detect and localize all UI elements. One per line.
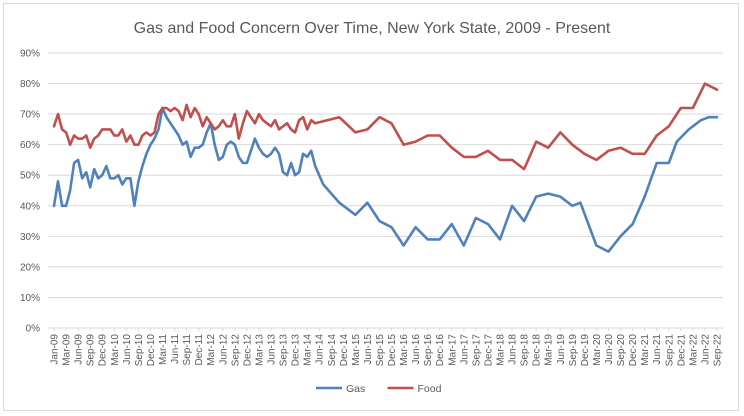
y-tick-label: 70% <box>20 110 40 121</box>
x-tick-label: Dec-20 <box>628 334 639 367</box>
x-tick-label: Jun-21 <box>652 334 663 365</box>
x-tick-label: Dec-21 <box>676 334 687 367</box>
x-tick-label: Sep-16 <box>423 334 434 367</box>
x-tick-label: Dec-15 <box>387 334 398 367</box>
x-tick-label: Mar-19 <box>544 334 555 366</box>
x-tick-label: Dec-11 <box>194 334 205 366</box>
x-tick-label: Jan-09 <box>50 334 61 365</box>
x-tick-label: Dec-14 <box>339 334 350 367</box>
x-tick-label: Dec-09 <box>98 334 109 367</box>
y-tick-label: 20% <box>20 262 40 273</box>
y-tick-label: 40% <box>20 201 40 212</box>
series-line-gas <box>52 106 719 253</box>
series-lines <box>52 82 719 253</box>
x-tick-label: Mar-18 <box>496 334 507 366</box>
x-tick-label: Mar-11 <box>158 334 169 365</box>
x-tick-label: Jun-15 <box>363 334 374 365</box>
x-tick-label: Mar-09 <box>62 334 73 366</box>
x-tick-label: Mar-20 <box>592 334 603 366</box>
x-tick-label: Dec-18 <box>532 334 543 367</box>
y-tick-label: 60% <box>20 140 40 151</box>
legend-label-gas: Gas <box>346 383 365 395</box>
x-tick-label: Jun-12 <box>218 334 229 365</box>
x-tick-label: Mar-21 <box>640 334 651 366</box>
y-tick-label: 90% <box>20 49 40 60</box>
x-axis-ticks: Jan-09 Mar-09 Jun-09 Sep-09 Dec-09 Mar-10 Jun-… <box>50 328 723 367</box>
y-tick-label: 50% <box>20 171 40 182</box>
chart-title: Gas and Food Concern Over Time, New York… <box>134 20 611 37</box>
x-tick-label: Mar-17 <box>447 334 458 366</box>
y-tick-label: 0% <box>26 324 41 335</box>
legend-label-food: Food <box>418 383 442 395</box>
x-tick-label: Dec-13 <box>291 334 302 367</box>
x-tick-label: Sep-21 <box>664 334 675 367</box>
x-tick-label: Mar-22 <box>688 334 699 366</box>
series-line-food <box>52 82 719 171</box>
x-tick-label: Jun-16 <box>411 334 422 365</box>
y-axis-ticks: 0% 10% 20% 30% 40% 50% 60% 70% 80% 90% <box>20 49 40 335</box>
x-tick-label: Dec-10 <box>146 334 157 367</box>
x-tick-label: Jun-20 <box>604 334 615 365</box>
x-tick-label: Jun-13 <box>266 334 277 365</box>
x-tick-label: Mar-13 <box>254 334 265 366</box>
legend: Gas Food <box>316 383 442 395</box>
x-tick-label: Dec-16 <box>435 334 446 367</box>
x-tick-label: Mar-15 <box>351 334 362 366</box>
x-tick-label: Mar-14 <box>303 334 314 366</box>
x-tick-label: Mar-16 <box>399 334 410 366</box>
x-tick-label: Sep-09 <box>86 334 97 367</box>
y-tick-label: 80% <box>20 79 40 90</box>
x-tick-label: Sep-19 <box>568 334 579 367</box>
x-tick-label: Dec-17 <box>483 334 494 367</box>
x-tick-label: Sep-22 <box>712 334 723 367</box>
x-tick-label: Jun-17 <box>459 334 470 365</box>
y-tick-label: 10% <box>20 293 40 304</box>
x-tick-label: Jun-09 <box>74 334 85 365</box>
x-tick-label: Sep-14 <box>327 334 338 367</box>
x-tick-label: Sep-17 <box>471 334 482 367</box>
y-tick-label: 30% <box>20 232 40 243</box>
x-tick-label: Sep-15 <box>375 334 386 367</box>
gridlines <box>48 52 723 329</box>
x-tick-label: Jun-18 <box>508 334 519 365</box>
x-tick-label: Jun-10 <box>122 334 133 365</box>
x-tick-label: Jun-19 <box>556 334 567 365</box>
x-tick-label: Jun-22 <box>700 334 711 365</box>
x-tick-label: Mar-12 <box>206 334 217 366</box>
x-tick-label: Dec-19 <box>580 334 591 367</box>
x-tick-label: Sep-20 <box>616 334 627 367</box>
x-tick-label: Jun-11 <box>170 334 181 364</box>
x-tick-label: Mar-10 <box>110 334 121 366</box>
x-tick-label: Sep-12 <box>230 334 241 367</box>
x-tick-label: Sep-18 <box>520 334 531 367</box>
x-tick-label: Jun-14 <box>315 334 326 365</box>
x-tick-label: Sep-10 <box>134 334 145 367</box>
x-tick-label: Sep-11 <box>182 334 193 366</box>
x-tick-label: Sep-13 <box>279 334 290 367</box>
x-tick-label: Dec-12 <box>242 334 253 367</box>
